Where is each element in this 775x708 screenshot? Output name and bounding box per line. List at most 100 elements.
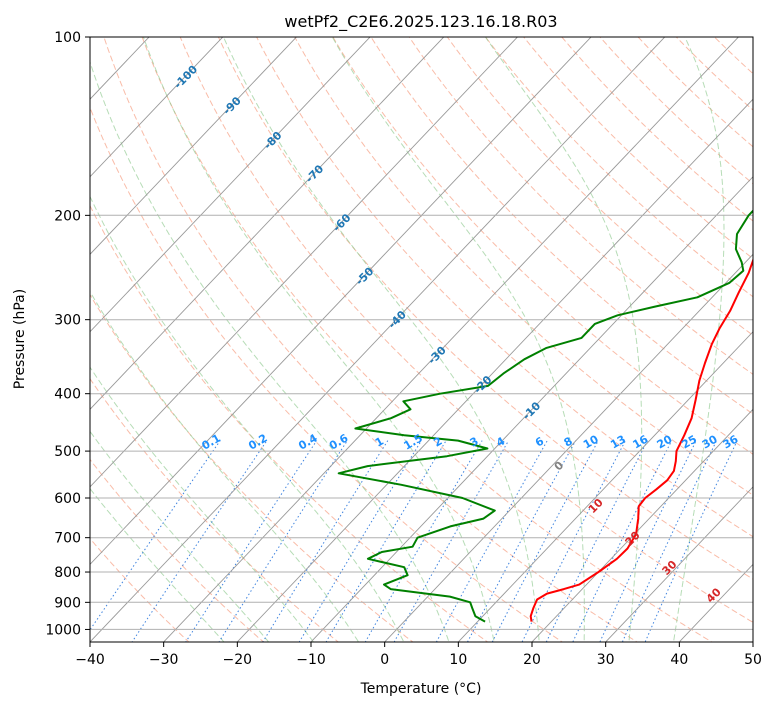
isotherm-label: -80 bbox=[261, 129, 284, 152]
dry-adiabat bbox=[256, 37, 753, 538]
x-tick-label: 30 bbox=[597, 652, 615, 668]
dry-adiabat bbox=[90, 293, 414, 642]
moist-adiabat bbox=[90, 60, 450, 642]
mixing-ratio-line bbox=[621, 440, 718, 642]
isotherm-line bbox=[90, 37, 592, 566]
adiabat-label: 10 bbox=[586, 496, 606, 516]
dewpoint-profile bbox=[337, 209, 753, 623]
mixing-ratio-line bbox=[218, 440, 348, 642]
mixing-ratio-label: 10 bbox=[581, 432, 601, 451]
y-tick-label: 1000 bbox=[45, 622, 81, 638]
mixing-ratio-line bbox=[364, 440, 483, 642]
mixing-ratio-line bbox=[491, 440, 599, 642]
dry-adiabat bbox=[90, 106, 564, 642]
moist-adiabat bbox=[673, 37, 725, 642]
dry-adiabat bbox=[751, 37, 753, 39]
moist-adiabat bbox=[484, 37, 643, 642]
x-tick-label: 20 bbox=[523, 652, 541, 668]
mixing-ratio-label: 30 bbox=[700, 432, 720, 451]
moist-adiabat bbox=[142, 37, 495, 642]
dry-adiabat bbox=[408, 37, 753, 375]
isotherm-label: -90 bbox=[221, 94, 244, 117]
dry-adiabat bbox=[294, 37, 753, 496]
y-tick-label: 400 bbox=[54, 387, 81, 403]
moist-adiabat bbox=[90, 487, 225, 642]
y-tick-label: 700 bbox=[54, 531, 81, 547]
mixing-ratio-label: 20 bbox=[655, 432, 675, 451]
dry-adiabat bbox=[217, 37, 753, 580]
isotherm-line bbox=[752, 641, 753, 642]
adiabat-label: 30 bbox=[660, 558, 680, 578]
isotherm-label: -10 bbox=[520, 399, 543, 422]
mixing-ratio-label: 8 bbox=[562, 435, 575, 450]
isotherm-line bbox=[310, 176, 753, 642]
dry-adiabat bbox=[179, 37, 753, 623]
isotherm-label: -40 bbox=[386, 308, 409, 331]
isotherm-label: -100 bbox=[171, 63, 200, 92]
moist-adiabat bbox=[331, 37, 585, 642]
mixing-ratio-line bbox=[599, 440, 697, 642]
isotherm-line bbox=[90, 37, 519, 488]
x-tick-label: 10 bbox=[449, 652, 467, 668]
isotherm-line bbox=[90, 37, 224, 178]
isotherm-line bbox=[531, 408, 753, 642]
x-tick-label: 40 bbox=[670, 652, 688, 668]
y-tick-label: 200 bbox=[54, 208, 81, 224]
chart-title: wetPf2_C2E6.2025.123.16.18.R03 bbox=[284, 12, 557, 32]
y-tick-label: 900 bbox=[54, 595, 81, 611]
x-tick-label: 50 bbox=[744, 652, 762, 668]
x-tick-label: 0 bbox=[380, 652, 389, 668]
mixing-ratio-label: 25 bbox=[679, 433, 699, 452]
y-tick-label: 100 bbox=[54, 30, 81, 46]
dry-adiabat bbox=[141, 37, 713, 642]
isotherm-label: -50 bbox=[353, 265, 376, 288]
y-tick-label: 500 bbox=[54, 444, 81, 460]
mixing-ratio-label: 1 bbox=[373, 435, 386, 450]
moist-adiabat bbox=[90, 290, 360, 642]
dry-adiabat bbox=[599, 37, 753, 185]
isotherm-label: -70 bbox=[303, 162, 326, 185]
isotherm-line bbox=[90, 37, 666, 642]
moist-adiabat bbox=[90, 430, 270, 642]
isotherm-line bbox=[90, 37, 445, 410]
x-tick-label: −10 bbox=[296, 652, 326, 668]
mixing-ratio-label: 16 bbox=[630, 432, 650, 451]
mixing-ratio-line bbox=[521, 440, 626, 642]
temperature-profile bbox=[529, 257, 753, 622]
isotherm-line bbox=[90, 37, 371, 333]
mixing-ratio-line bbox=[325, 440, 447, 642]
y-axis-title: Pressure (hPa) bbox=[12, 289, 28, 389]
dry-adiabat bbox=[90, 458, 265, 642]
isotherm-line bbox=[457, 331, 753, 642]
mixing-ratio-line bbox=[545, 440, 648, 642]
isotherm-label: -30 bbox=[426, 344, 449, 367]
mixing-ratio-line bbox=[466, 440, 577, 642]
mixing-ratio-line bbox=[393, 440, 510, 642]
y-tick-label: 600 bbox=[54, 491, 81, 507]
mixing-ratio-line bbox=[435, 440, 548, 642]
mixing-ratio-line bbox=[572, 440, 673, 642]
x-tick-label: −20 bbox=[223, 652, 253, 668]
y-tick-label: 300 bbox=[54, 313, 81, 329]
dry-adiabat bbox=[675, 37, 753, 111]
isotherm-line bbox=[90, 37, 298, 255]
mixing-ratio-label: 36 bbox=[721, 432, 741, 451]
dry-adiabat bbox=[484, 37, 753, 298]
dry-adiabat bbox=[446, 37, 753, 336]
mixing-ratio-label: 0.4 bbox=[296, 431, 320, 452]
isotherm-line bbox=[384, 253, 753, 642]
isotherm-line bbox=[163, 37, 740, 642]
mixing-ratio-line bbox=[262, 440, 389, 642]
mixing-ratio-line bbox=[90, 440, 221, 631]
isotherm-label: -20 bbox=[471, 373, 494, 396]
mixing-ratio-line bbox=[131, 440, 268, 642]
mixing-ratio-line bbox=[298, 440, 422, 642]
isotherm-line bbox=[236, 98, 753, 642]
dry-adiabat bbox=[561, 37, 753, 222]
mixing-ratio-label: 3 bbox=[468, 435, 481, 450]
dry-adiabat bbox=[332, 37, 753, 455]
adiabat-label: 0 bbox=[552, 458, 567, 473]
x-tick-label: −30 bbox=[149, 652, 179, 668]
moist-adiabat bbox=[222, 37, 540, 642]
